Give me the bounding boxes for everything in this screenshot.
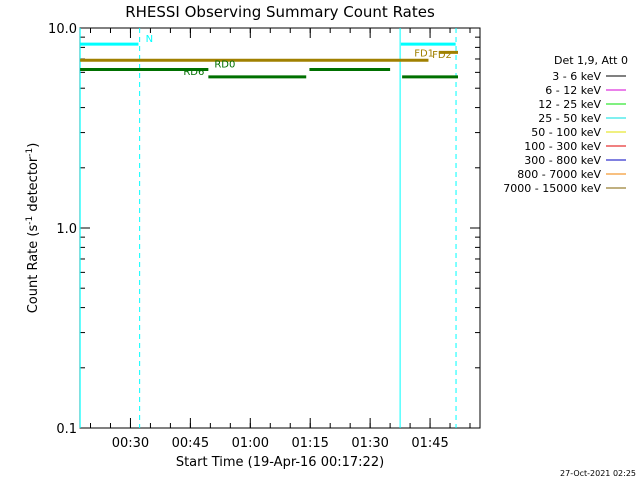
x-tick-label: 01:30 xyxy=(351,436,388,451)
legend-label: 800 - 7000 keV xyxy=(517,168,601,181)
footer-timestamp: 27-Oct-2021 02:25 xyxy=(560,469,636,478)
legend-label: 7000 - 15000 keV xyxy=(503,182,601,195)
y-tick-label: 1.0 xyxy=(56,222,77,237)
x-tick-label: 00:30 xyxy=(112,436,149,451)
y-tick-label: 10.0 xyxy=(48,22,77,37)
y-tick-label: 0.1 xyxy=(56,422,77,437)
flag-label: RD0 xyxy=(214,60,235,71)
legend-label: 50 - 100 keV xyxy=(531,126,601,139)
y-axis-label-exponent: -1 xyxy=(25,148,35,157)
legend-label: 6 - 12 keV xyxy=(545,84,601,97)
plot-area: 10.0 1.0 0.1 00:30 00:45 01:00 01:15 01:30 01:45… xyxy=(48,22,481,451)
y-axis-label: Count Rate (s-1 detector-1) xyxy=(25,143,41,314)
legend-label: 100 - 300 keV xyxy=(524,140,601,153)
flag-label: N xyxy=(146,34,153,45)
x-axis-label: Start Time (19-Apr-16 00:17:22) xyxy=(176,455,384,470)
x-tick-label: 01:15 xyxy=(291,436,328,451)
y-axis-label-part: detector xyxy=(26,156,41,216)
x-tick-label: 01:00 xyxy=(232,436,269,451)
y-axis-label-part: ) xyxy=(26,143,41,148)
flag-label: RD6 xyxy=(183,67,204,78)
legend-label: 3 - 6 keV xyxy=(552,70,601,83)
x-tick-label: 00:45 xyxy=(172,436,209,451)
legend-label: 25 - 50 keV xyxy=(538,112,601,125)
legend-label: 12 - 25 keV xyxy=(538,98,601,111)
y-axis-label-exponent: -1 xyxy=(25,216,35,225)
flag-label: FD1 xyxy=(414,48,434,59)
flag-label: FD2 xyxy=(432,50,452,61)
x-tick-label: 01:45 xyxy=(411,436,448,451)
legend-title: Det 1,9, Att 0 xyxy=(554,54,628,67)
legend-label: 300 - 800 keV xyxy=(524,154,601,167)
chart-title: RHESSI Observing Summary Count Rates xyxy=(125,3,435,21)
y-axis-label-part: Count Rate (s xyxy=(26,225,41,314)
